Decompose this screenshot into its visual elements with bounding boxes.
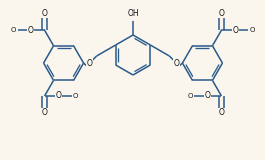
Text: O: O bbox=[205, 92, 210, 100]
Text: O: O bbox=[250, 27, 255, 33]
Text: O: O bbox=[28, 26, 33, 35]
Text: O: O bbox=[232, 26, 238, 35]
Text: O: O bbox=[174, 59, 179, 68]
Text: O: O bbox=[42, 9, 47, 18]
Text: O: O bbox=[87, 59, 92, 68]
Text: O: O bbox=[56, 92, 61, 100]
Text: O: O bbox=[219, 108, 224, 117]
Text: O: O bbox=[219, 9, 224, 18]
Text: O: O bbox=[188, 93, 193, 99]
Text: O: O bbox=[73, 93, 78, 99]
Text: O: O bbox=[11, 27, 16, 33]
Text: OH: OH bbox=[127, 9, 139, 18]
Text: O: O bbox=[42, 108, 47, 117]
